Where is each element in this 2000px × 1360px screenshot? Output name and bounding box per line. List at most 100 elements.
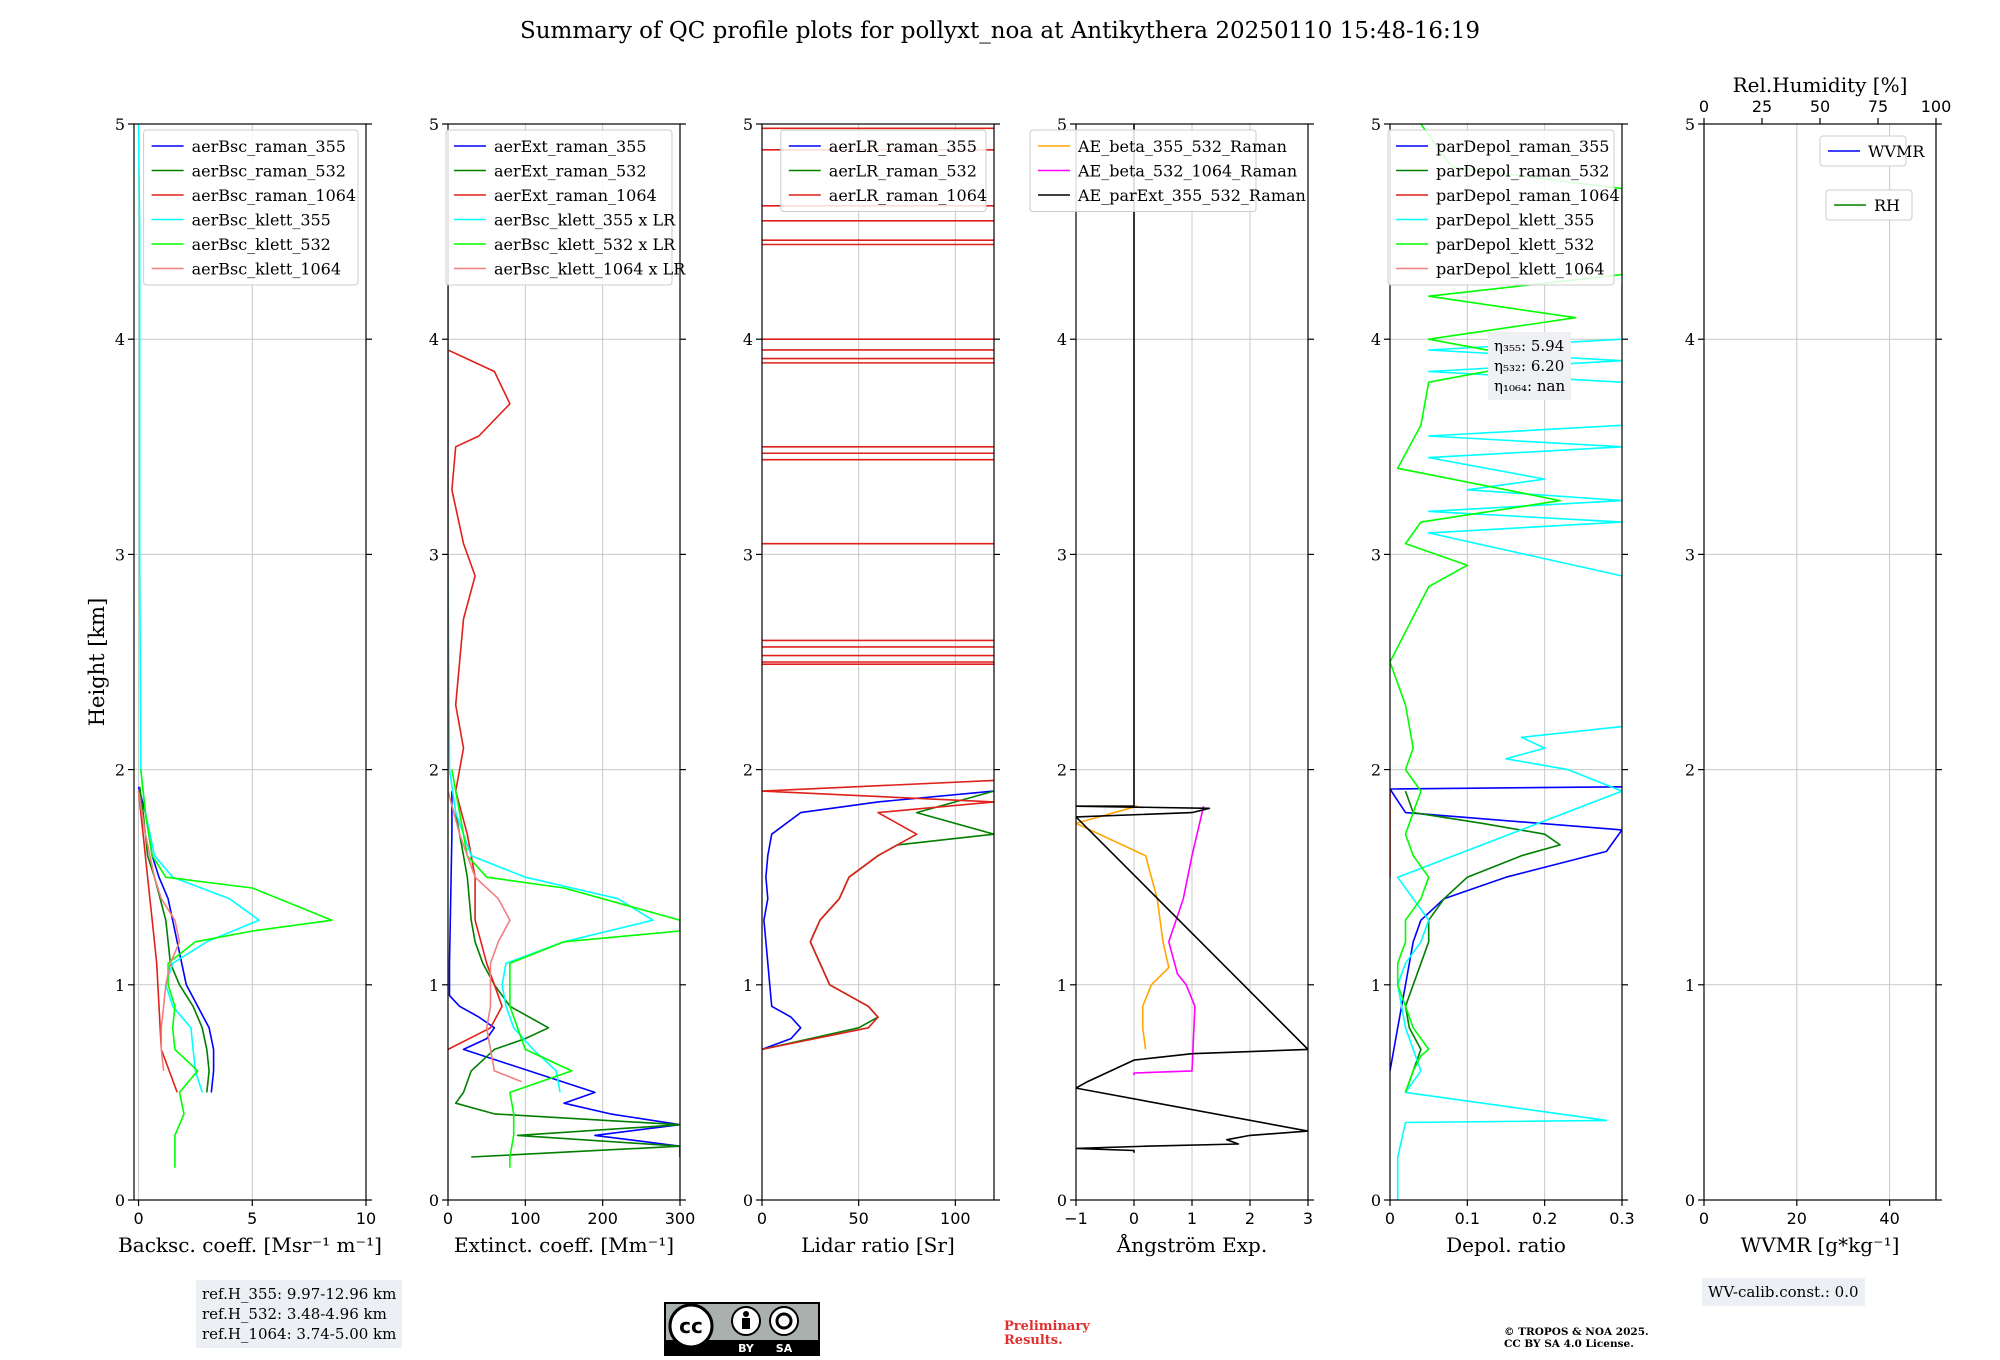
- panel-5: 0 1 2 3 4 5 0 0.1 0.2 0.3 Depol. ratio parDepol_ram…: [1371, 115, 1635, 1257]
- legend: AE_beta_355_532_Raman AE_beta_532_1064_Ra…: [1029, 129, 1306, 212]
- x-tick-label: −1: [1064, 1209, 1088, 1228]
- x-tick-label: 40: [1879, 1209, 1899, 1228]
- y-tick-label: 1: [115, 976, 125, 995]
- by-label: BY: [738, 1342, 755, 1355]
- legend-label: aerBsc_klett_532 x LR: [494, 235, 676, 254]
- x-tick-label: 0: [1385, 1209, 1395, 1228]
- y-tick-label: 2: [429, 761, 439, 780]
- series-line-aerBsc_raman_1064: [137, 791, 178, 1093]
- legend-label: AE_beta_532_1064_Raman: [1077, 162, 1297, 181]
- legend-label: parDepol_raman_1064: [1436, 186, 1620, 205]
- legend-label: aerBsc_raman_1064: [192, 186, 357, 205]
- legend-label: AE_parExt_355_532_Raman: [1077, 186, 1306, 205]
- series-line-aerExt_raman_532: [454, 812, 680, 1158]
- x-tick-label: 2: [1245, 1209, 1255, 1228]
- preliminary-line-1: Preliminary: [1004, 1319, 1090, 1334]
- y-tick-label: 0: [429, 1191, 439, 1210]
- series-line-parDepol_klett_355: [1396, 285, 1622, 1200]
- series-line-aerLR_raman_532: [762, 790, 994, 1051]
- x-axis-label: Backsc. coeff. [Msr⁻¹ m⁻¹]: [118, 1233, 382, 1257]
- x-axis-label: Ångström Exp.: [1116, 1232, 1267, 1257]
- top-x-tick-label: 50: [1810, 97, 1830, 116]
- y-tick-label: 5: [115, 115, 125, 134]
- plot-area: [1390, 124, 1622, 1200]
- series-line-aerBsc_klett_1064 x LR: [448, 210, 522, 1083]
- legend: parDepol_raman_355 parDepol_raman_532 parD…: [1387, 129, 1620, 286]
- series-line-aerLR_raman_355: [762, 790, 994, 1051]
- series-line-aerBsc_klett_355 x LR: [448, 231, 654, 1093]
- x-tick-label: 0.3: [1609, 1209, 1634, 1228]
- x-tick-label: 50: [848, 1209, 868, 1228]
- ref-height-355: ref.H_355: 9.97-12.96 km: [202, 1285, 397, 1303]
- sa-icon: [769, 1306, 799, 1336]
- legend-box: [1387, 129, 1615, 286]
- y-tick-label: 4: [115, 330, 125, 349]
- eta-532: η₅₃₂: 6.20: [1494, 357, 1565, 375]
- y-tick-label: 2: [115, 761, 125, 780]
- eta-box: η₃₅₅: 5.94 η₅₃₂: 6.20 η₁₀₆₄: nan: [1488, 332, 1572, 400]
- series-line-aerExt_raman_355: [448, 791, 680, 1157]
- legend-label: aerBsc_raman_355: [192, 137, 346, 156]
- y-tick-label: 1: [1685, 976, 1695, 995]
- y-tick-label: 1: [429, 976, 439, 995]
- y-tick-label: 5: [1371, 115, 1381, 134]
- y-tick-label: 4: [1057, 330, 1067, 349]
- top-x-axis-label: Rel.Humidity [%]: [1733, 73, 1908, 97]
- legend-label: WVMR: [1868, 142, 1925, 161]
- x-tick-label: 20: [1787, 1209, 1807, 1228]
- legend-label: aerBsc_klett_532: [192, 235, 331, 254]
- wv-calib-box: WV-calib.const.: 0.0: [1702, 1278, 1865, 1306]
- cc-icon: [668, 1303, 714, 1349]
- legend: aerExt_raman_355 aerExt_raman_532 aerExt_r…: [445, 129, 686, 286]
- legend-box: [1825, 189, 1913, 221]
- x-tick-label: 0: [443, 1209, 453, 1228]
- panel-2: 0 1 2 3 4 5 0 100 200 300 Extinct. coeff. [Mm⁻¹] ae…: [429, 115, 695, 1257]
- x-tick-label: 0: [757, 1209, 767, 1228]
- y-tick-label: 4: [429, 330, 439, 349]
- x-tick-label: 200: [587, 1209, 618, 1228]
- x-tick-label: 1: [1187, 1209, 1197, 1228]
- series-line-AE_parExt_355_532_Raman: [1076, 124, 1308, 1153]
- legend-box: [445, 129, 673, 286]
- x-tick-label: 5: [247, 1209, 257, 1228]
- y-tick-label: 5: [743, 115, 753, 134]
- legend-label: aerLR_raman_532: [829, 162, 977, 181]
- y-tick-label: 4: [743, 330, 753, 349]
- x-tick-label: 100: [940, 1209, 971, 1228]
- legend-label: AE_beta_355_532_Raman: [1077, 137, 1287, 156]
- y-tick-label: 3: [1371, 545, 1381, 564]
- plot-area: [448, 210, 680, 1168]
- legend-label: aerBsc_raman_532: [192, 162, 346, 181]
- legend-label: RH: [1874, 196, 1900, 215]
- copyright-note: © TROPOS & NOA 2025. CC BY SA 4.0 Licens…: [1504, 1326, 1649, 1350]
- preliminary-note: Preliminary Results.: [1004, 1320, 1090, 1348]
- top-x-tick-label: 25: [1752, 97, 1772, 116]
- series-line-parDepol_raman_532: [1404, 790, 1561, 1093]
- legend: RH: [1825, 189, 1913, 221]
- x-axis-label: Lidar ratio [Sr]: [801, 1233, 955, 1257]
- x-tick-label: 0: [133, 1209, 143, 1228]
- legend-label: aerBsc_klett_355 x LR: [494, 211, 676, 230]
- cc-text: cc: [679, 1314, 703, 1338]
- top-x-tick-label: 0: [1699, 97, 1709, 116]
- legend-box: [780, 129, 987, 212]
- y-tick-label: 0: [1057, 1191, 1067, 1210]
- y-tick-label: 3: [743, 545, 753, 564]
- y-tick-label: 4: [1371, 330, 1381, 349]
- legend-label: aerExt_raman_1064: [494, 186, 657, 205]
- legend-label: aerLR_raman_355: [829, 137, 977, 156]
- legend-label: aerLR_raman_1064: [829, 186, 987, 205]
- y-tick-label: 2: [743, 761, 753, 780]
- y-tick-label: 3: [1685, 545, 1695, 564]
- y-tick-label: 0: [1685, 1191, 1695, 1210]
- y-axis-label: Height [km]: [85, 598, 109, 727]
- legend-label: parDepol_klett_1064: [1436, 260, 1605, 279]
- legend-box: [1819, 135, 1907, 167]
- y-tick-label: 0: [743, 1191, 753, 1210]
- x-tick-label: 0.1: [1455, 1209, 1480, 1228]
- x-tick-label: 3: [1303, 1209, 1313, 1228]
- series-line-AE_beta_532_1064_Raman: [1133, 806, 1205, 1076]
